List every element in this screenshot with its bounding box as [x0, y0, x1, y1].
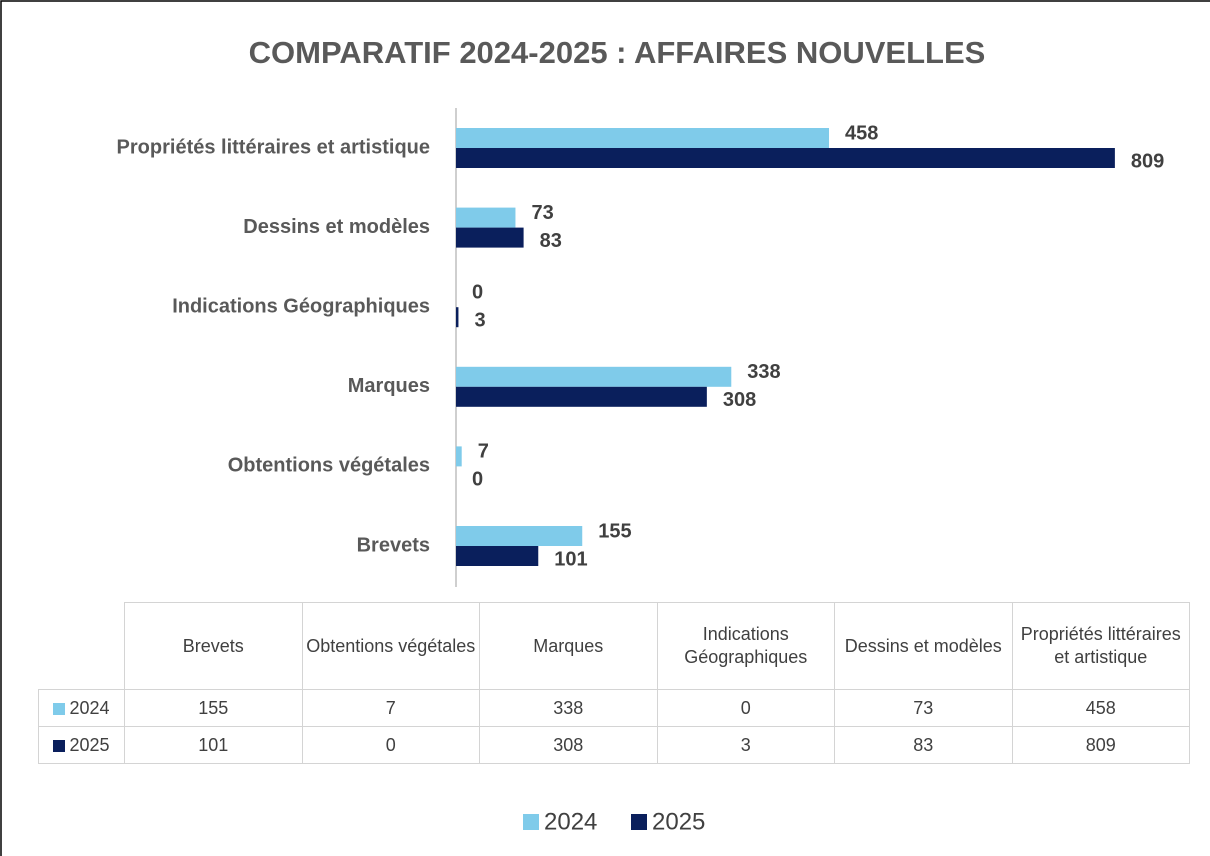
data-label: 83 — [540, 230, 562, 252]
legend-label: 2024 — [544, 808, 597, 835]
table-cell: 73 — [834, 689, 1013, 727]
data-label: 0 — [472, 281, 483, 303]
table-cell: 83 — [834, 726, 1013, 764]
table-row-header: 2024 — [38, 689, 125, 727]
table-cell: 458 — [1011, 689, 1190, 727]
table-cell: 308 — [479, 726, 658, 764]
table-cell: 101 — [124, 726, 303, 764]
data-label: 155 — [598, 520, 631, 542]
bar — [456, 546, 539, 566]
data-label: 7 — [478, 441, 489, 463]
bar — [456, 307, 459, 328]
y-tick-label: Dessins et modèles — [243, 216, 430, 238]
table-cell: 155 — [124, 689, 303, 727]
bar — [456, 386, 707, 407]
table-row: 2024 155 7 338 0 73 458 — [38, 689, 1190, 727]
legend-swatch — [631, 814, 647, 830]
y-tick-label: Obtentions végétales — [228, 455, 430, 477]
legend-key — [53, 739, 66, 752]
bar — [456, 148, 1115, 168]
bar — [456, 446, 462, 467]
data-label: 3 — [474, 309, 485, 331]
data-label: 101 — [554, 548, 587, 570]
legend-key — [53, 702, 66, 715]
table-header-row: Brevets Obtentions végétales Marques Indica… — [38, 602, 1190, 690]
table-cell: 0 — [656, 689, 835, 727]
data-table: Brevets Obtentions végétales Marques Indica… — [38, 602, 1190, 764]
table-cell: 3 — [656, 726, 835, 764]
y-tick-label: Brevets — [357, 534, 430, 556]
y-tick-label: Indications Géographiques — [172, 295, 430, 317]
table-cell: 0 — [301, 726, 480, 764]
y-tick-label: Propriétés littéraires et artistique — [117, 136, 430, 158]
data-label: 0 — [472, 469, 483, 491]
data-label: 809 — [1131, 150, 1164, 172]
bar — [456, 366, 732, 387]
bar — [456, 227, 524, 248]
data-label: 308 — [723, 389, 756, 411]
bar — [456, 526, 583, 546]
chart-title: COMPARATIF 2024-2025 : AFFAIRES NOUVELLE… — [249, 35, 986, 70]
data-label: 73 — [531, 202, 553, 224]
legend-swatch — [523, 814, 539, 830]
bar — [456, 207, 516, 228]
table-cell: 809 — [1011, 726, 1190, 764]
table-header-cell: Indications Géographiques — [656, 602, 835, 690]
bar — [456, 128, 830, 148]
table-series-name: 2024 — [69, 697, 110, 718]
table-corner — [38, 602, 125, 690]
y-tick-label: Marques — [348, 375, 430, 397]
table-header-cell: Propriétés littéraires et artistique — [1011, 602, 1190, 690]
data-label: 338 — [747, 361, 780, 383]
legend-label: 2025 — [652, 808, 705, 835]
table-series-name: 2025 — [69, 734, 110, 755]
table-header-cell: Marques — [479, 602, 658, 690]
table-cell: 338 — [479, 689, 658, 727]
table-cell: 7 — [301, 689, 480, 727]
data-label: 458 — [845, 122, 878, 144]
table-row-header: 2025 — [38, 726, 125, 764]
table-row: 2025 101 0 308 3 83 809 — [38, 726, 1190, 764]
table-header-cell: Brevets — [124, 602, 303, 690]
table-header-cell: Obtentions végétales — [301, 602, 480, 690]
table-header-cell: Dessins et modèles — [834, 602, 1013, 690]
